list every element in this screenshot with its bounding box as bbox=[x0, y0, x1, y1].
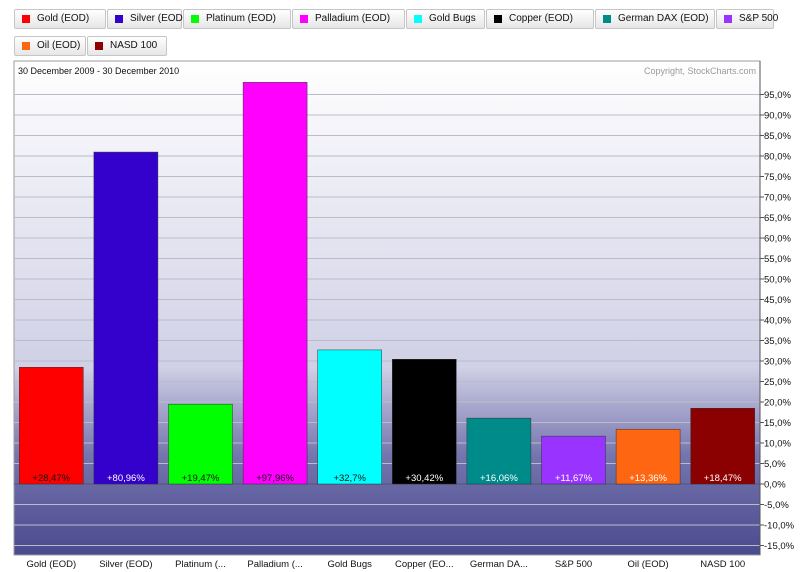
legend-label: Palladium (EOD) bbox=[315, 13, 391, 24]
y-tick-label: 90,0% bbox=[764, 111, 791, 122]
bar bbox=[392, 359, 457, 485]
y-tick-label: 50,0% bbox=[764, 275, 791, 286]
legend-swatch bbox=[724, 15, 732, 23]
y-axis-ticks: 95,0% 90,0% 85,0% 80,0% 75,0% 70,0% 65,0% 60,0%… bbox=[759, 61, 795, 555]
bar-value-label: +11,67% bbox=[555, 473, 593, 484]
y-tick-label: 0,0% bbox=[764, 480, 786, 491]
bar-value-label: +97,96% bbox=[256, 473, 294, 484]
bars bbox=[19, 82, 755, 485]
legend-label: Copper (EOD) bbox=[509, 13, 573, 24]
bar bbox=[93, 151, 159, 485]
x-tick-label: Gold Bugs bbox=[328, 559, 373, 570]
legend-item[interactable]: Gold (EOD) bbox=[14, 9, 106, 29]
legend-swatch bbox=[22, 42, 30, 50]
x-tick-label: Platinum (... bbox=[175, 559, 226, 570]
bar-value-label: +32,7% bbox=[333, 473, 366, 484]
y-tick-label: 60,0% bbox=[764, 234, 791, 245]
legend-item[interactable]: Silver (EOD) bbox=[107, 9, 186, 29]
bar bbox=[466, 417, 532, 485]
legend-swatch bbox=[115, 15, 123, 23]
y-tick-label: 65,0% bbox=[764, 213, 791, 224]
y-tick-label: 55,0% bbox=[764, 254, 791, 265]
legend-item[interactable]: Platinum (EOD) bbox=[183, 9, 291, 29]
legend-item[interactable]: Oil (EOD) bbox=[14, 36, 86, 56]
bar-value-labels: +28,47% +80,96% +19,47% +97,96% +32,7% +30,42… bbox=[32, 473, 742, 484]
bar bbox=[317, 349, 382, 485]
legend-swatch bbox=[95, 42, 103, 50]
x-tick-label: Silver (EOD) bbox=[99, 559, 152, 570]
bar-value-label: +30,42% bbox=[405, 473, 443, 484]
y-tick-label: -15,0% bbox=[764, 541, 795, 552]
bar bbox=[541, 435, 606, 485]
legend-item[interactable]: German DAX (EOD) bbox=[595, 9, 715, 29]
y-tick-label: 35,0% bbox=[764, 336, 791, 347]
legend: Gold (EOD) Silver (EOD) Platinum (EOD) Pall… bbox=[14, 9, 778, 57]
bar-value-label: +80,96% bbox=[107, 473, 145, 484]
legend-swatch bbox=[22, 15, 30, 23]
x-tick-label: S&P 500 bbox=[555, 559, 592, 570]
y-tick-label: 80,0% bbox=[764, 152, 791, 163]
legend-label: Platinum (EOD) bbox=[206, 13, 277, 24]
legend-item[interactable]: Copper (EOD) bbox=[486, 9, 594, 29]
legend-label: Silver (EOD) bbox=[130, 13, 187, 24]
y-tick-label: 70,0% bbox=[764, 193, 791, 204]
y-tick-label: 75,0% bbox=[764, 172, 791, 183]
legend-label: NASD 100 bbox=[110, 40, 158, 51]
legend-item[interactable]: S&P 500 bbox=[716, 9, 778, 29]
y-tick-label: 20,0% bbox=[764, 398, 791, 409]
x-tick-label: NASD 100 bbox=[700, 559, 745, 570]
bar-value-label: +18,47% bbox=[704, 473, 742, 484]
x-tick-label: German DA... bbox=[470, 559, 528, 570]
x-tick-label: Palladium (... bbox=[247, 559, 302, 570]
legend-item[interactable]: Gold Bugs bbox=[406, 9, 485, 29]
date-range: 30 December 2009 - 30 December 2010 bbox=[18, 66, 180, 76]
y-tick-label: 30,0% bbox=[764, 357, 791, 368]
y-tick-label: -10,0% bbox=[764, 521, 795, 532]
x-tick-label: Oil (EOD) bbox=[628, 559, 669, 570]
legend-swatch bbox=[191, 15, 199, 23]
y-tick-label: 40,0% bbox=[764, 316, 791, 327]
bar bbox=[168, 403, 233, 485]
legend-item[interactable]: Palladium (EOD) bbox=[292, 9, 405, 29]
y-tick-label: 45,0% bbox=[764, 295, 791, 306]
bar-value-label: +13,36% bbox=[629, 473, 667, 484]
y-tick-label: 25,0% bbox=[764, 377, 791, 388]
legend-label: S&P 500 bbox=[739, 13, 779, 24]
y-tick-label: -5,0% bbox=[764, 500, 789, 511]
y-tick-label: 5,0% bbox=[764, 459, 786, 470]
bar bbox=[242, 82, 308, 485]
legend-swatch bbox=[494, 15, 502, 23]
bar bbox=[19, 367, 84, 485]
x-axis-ticks: Gold (EOD) Silver (EOD) Platinum (... Palla… bbox=[26, 559, 745, 570]
bar bbox=[690, 408, 755, 485]
legend-swatch bbox=[603, 15, 611, 23]
y-tick-label: 10,0% bbox=[764, 439, 791, 450]
copyright: Copyright, StockCharts.com bbox=[643, 66, 756, 76]
x-tick-label: Gold (EOD) bbox=[26, 559, 76, 570]
legend-swatch bbox=[414, 15, 422, 23]
bar bbox=[615, 428, 681, 485]
y-tick-label: 85,0% bbox=[764, 131, 791, 142]
y-tick-label: 95,0% bbox=[764, 90, 791, 101]
bar-value-label: +19,47% bbox=[182, 473, 220, 484]
bar-value-label: +28,47% bbox=[32, 473, 70, 484]
legend-item[interactable]: NASD 100 bbox=[87, 36, 167, 56]
legend-swatch bbox=[300, 15, 308, 23]
legend-label: Gold (EOD) bbox=[37, 13, 90, 24]
y-tick-label: 15,0% bbox=[764, 418, 791, 429]
bar-value-label: +16,06% bbox=[480, 473, 518, 484]
legend-label: Gold Bugs bbox=[429, 13, 476, 24]
x-tick-label: Copper (EO... bbox=[395, 559, 454, 570]
legend-label: German DAX (EOD) bbox=[618, 13, 709, 24]
legend-label: Oil (EOD) bbox=[37, 40, 81, 51]
